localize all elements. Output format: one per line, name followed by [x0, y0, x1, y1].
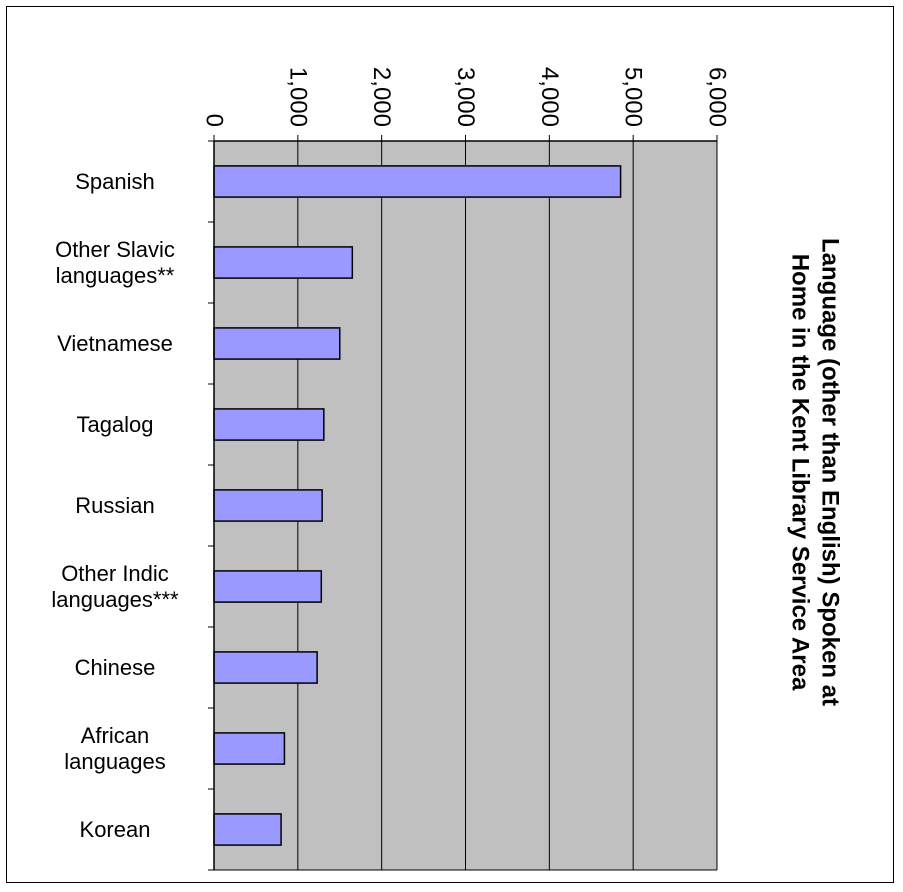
category-label: Other Slavic	[55, 237, 175, 262]
category-label: languages	[64, 749, 166, 774]
category-label: Other Indic	[61, 561, 169, 586]
category-label: Russian	[75, 493, 154, 518]
bar	[213, 165, 622, 198]
tick-label: 0	[201, 114, 228, 127]
category-label: Vietnamese	[57, 331, 173, 356]
category-label: Chinese	[75, 655, 156, 680]
bar	[213, 327, 341, 360]
bar	[213, 246, 354, 279]
tick-label: 3,000	[452, 67, 479, 127]
bar	[213, 570, 323, 603]
bar	[213, 813, 282, 846]
category-label: Spanish	[75, 169, 155, 194]
category-label: Korean	[80, 817, 151, 842]
category-label: languages***	[51, 587, 179, 612]
tick-label: 6,000	[704, 67, 731, 127]
bar	[213, 732, 286, 765]
plot-area	[213, 140, 718, 871]
bar	[213, 408, 325, 441]
category-label: languages**	[56, 263, 175, 288]
category-label: African	[81, 723, 149, 748]
tick-label: 2,000	[368, 67, 395, 127]
bar	[213, 651, 318, 684]
chart-title-line: Home in the Kent Library Service Area	[787, 254, 814, 691]
chart-title: Language (other than English) Spoken atH…	[787, 238, 844, 706]
chart-title-line: Language (other than English) Spoken at	[817, 238, 844, 706]
tick-label: 1,000	[284, 67, 311, 127]
value-axis-ticks: 0 1,000 2,000 3,000 4,000 5,000 6,000	[201, 67, 731, 141]
chart-frame: 0 1,000 2,000 3,000 4,000 5,000 6,000 Spanish O…	[6, 6, 894, 883]
category-label: Tagalog	[76, 412, 153, 437]
bar	[213, 489, 323, 522]
chart-svg: 0 1,000 2,000 3,000 4,000 5,000 6,000 Spanish O…	[51, 67, 844, 871]
tick-label: 4,000	[536, 67, 563, 127]
tick-label: 5,000	[620, 67, 647, 127]
